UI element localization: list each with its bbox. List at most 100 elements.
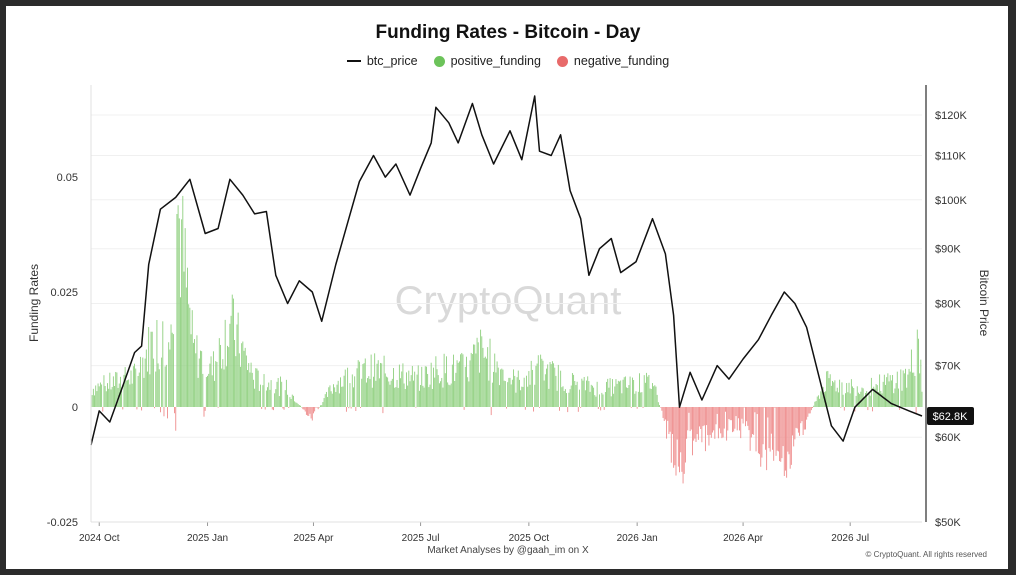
funding-bar — [214, 380, 216, 407]
funding-bar — [920, 359, 922, 407]
funding-bar — [442, 387, 444, 407]
footer-copyright: © CryptoQuant. All rights reserved — [865, 550, 988, 559]
funding-bar — [244, 347, 246, 407]
funding-bar — [559, 407, 560, 411]
funding-bar — [840, 407, 842, 408]
funding-bar — [224, 319, 226, 407]
funding-bar — [720, 407, 722, 434]
funding-bar — [123, 374, 125, 407]
funding-bar — [408, 370, 410, 407]
funding-bar — [361, 378, 363, 407]
funding-bar — [622, 379, 624, 407]
funding-bar — [679, 407, 680, 473]
left-tick-label: 0.05 — [57, 172, 78, 184]
funding-bar — [866, 391, 868, 407]
funding-bar — [340, 377, 341, 407]
funding-bar — [623, 377, 625, 407]
funding-bar — [276, 381, 278, 407]
funding-bar — [633, 379, 635, 407]
funding-bar — [793, 407, 795, 447]
funding-bar — [642, 407, 644, 408]
funding-bar — [675, 407, 677, 476]
funding-bar — [850, 379, 852, 407]
x-tick-label: 2025 Jan — [187, 533, 228, 544]
funding-bar — [380, 362, 382, 407]
funding-bar — [341, 386, 343, 407]
funding-bar — [913, 372, 915, 407]
funding-bar — [861, 387, 863, 407]
funding-bar — [131, 383, 133, 407]
funding-bar — [603, 407, 605, 410]
right-tick-label: $90K — [935, 244, 961, 256]
funding-bar — [417, 365, 419, 407]
funding-bar — [595, 396, 597, 407]
funding-bar — [728, 407, 730, 420]
funding-bar — [865, 393, 866, 407]
funding-bar — [611, 379, 613, 407]
funding-bar — [806, 407, 808, 420]
funding-bar — [232, 298, 234, 407]
funding-bar — [285, 379, 287, 407]
funding-bar — [867, 407, 869, 411]
funding-bar — [390, 380, 392, 407]
funding-bar — [502, 369, 504, 407]
funding-bar — [331, 393, 333, 407]
funding-bar — [883, 374, 885, 407]
funding-bar — [104, 386, 106, 407]
funding-bar — [271, 407, 273, 410]
right-tick-label: $80K — [935, 299, 961, 311]
btc-price-line — [90, 95, 923, 446]
funding-bar — [298, 405, 300, 407]
funding-bar — [215, 361, 217, 407]
funding-bar — [801, 407, 803, 422]
funding-bar — [91, 395, 93, 407]
funding-bar — [460, 354, 462, 407]
funding-bar — [663, 407, 665, 421]
current-price-marker — [927, 407, 974, 426]
funding-bar — [531, 369, 533, 407]
funding-bar — [290, 398, 292, 407]
funding-bar — [845, 393, 846, 407]
funding-bar — [875, 384, 877, 407]
funding-bar — [562, 386, 564, 407]
funding-bar — [855, 395, 857, 407]
funding-bar — [364, 358, 366, 407]
funding-bar — [767, 407, 769, 418]
funding-bar — [507, 382, 509, 407]
funding-bar — [635, 391, 637, 407]
funding-bar — [185, 287, 187, 407]
funding-bar — [134, 363, 136, 407]
funding-bar — [644, 382, 646, 407]
funding-bar — [640, 392, 642, 407]
funding-bar — [649, 388, 651, 407]
funding-bar — [475, 353, 477, 407]
funding-bar — [421, 366, 423, 407]
funding-bar — [162, 321, 164, 407]
funding-bar — [575, 385, 577, 407]
funding-bar — [287, 394, 289, 407]
funding-bar — [893, 393, 895, 407]
funding-bar — [747, 407, 749, 426]
funding-bar — [349, 383, 351, 407]
funding-bar — [367, 378, 369, 407]
funding-bar — [646, 372, 648, 407]
funding-bar — [528, 371, 530, 407]
funding-bar — [783, 407, 785, 476]
funding-bar — [915, 407, 917, 414]
funding-bar — [827, 370, 829, 407]
funding-bar — [862, 388, 864, 407]
legend-item-positive-funding[interactable]: positive_funding — [433, 54, 541, 68]
funding-bar — [857, 392, 859, 407]
chart-title: Funding Rates - Bitcoin - Day — [375, 22, 641, 43]
funding-bar — [688, 407, 690, 413]
funding-bar — [636, 407, 638, 409]
funding-bar — [447, 382, 449, 407]
funding-bar — [256, 368, 258, 407]
funding-bar — [151, 331, 153, 407]
funding-bar — [356, 368, 358, 407]
legend-item-btc-price[interactable]: btc_price — [346, 54, 418, 68]
funding-bar — [721, 407, 723, 439]
legend-item-negative-funding[interactable]: negative_funding — [556, 54, 669, 68]
funding-bar — [227, 345, 228, 407]
